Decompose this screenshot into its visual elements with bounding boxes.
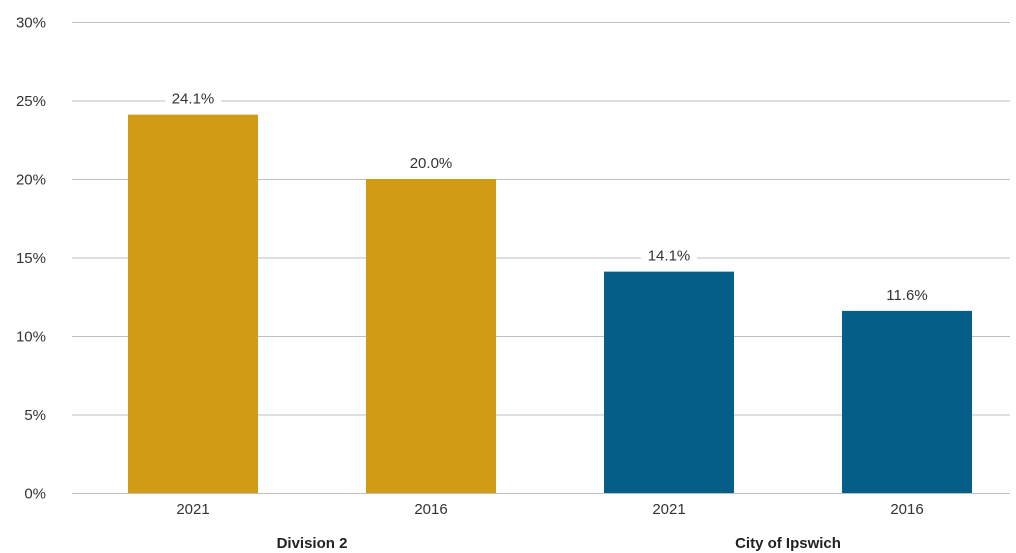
data-labels: 24.1% 20.0% 14.1% 11.6% [165, 88, 935, 305]
x-category-label: 2021 [176, 501, 209, 518]
y-tick-label: 30% [16, 15, 46, 32]
data-label-background [641, 245, 697, 266]
data-label: 20.0% [410, 155, 453, 172]
data-label: 14.1% [648, 248, 691, 265]
bar [366, 179, 496, 493]
y-tick-label: 20% [16, 172, 46, 189]
data-label: 24.1% [172, 91, 215, 108]
data-label-background [403, 153, 459, 173]
x-group-label: City of Ipswich [735, 535, 841, 552]
x-axis-categories: 2021 2016 2021 2016 [176, 501, 923, 518]
x-category-label: 2016 [414, 501, 447, 518]
x-group-label: Division 2 [277, 535, 348, 552]
y-axis-ticks: 0% 5% 10% 15% 20% 25% 30% [16, 15, 46, 503]
y-tick-label: 5% [24, 407, 46, 424]
x-category-label: 2021 [652, 501, 685, 518]
x-axis-groups: Division 2 City of Ipswich [277, 535, 841, 552]
bar [604, 271, 734, 493]
data-label-background [879, 284, 935, 305]
bar [128, 114, 258, 493]
x-category-label: 2016 [890, 501, 923, 518]
bar [842, 310, 972, 493]
data-label: 11.6% [886, 287, 927, 304]
bars [128, 114, 972, 493]
y-tick-label: 0% [24, 486, 46, 503]
y-tick-label: 15% [16, 250, 46, 267]
y-tick-label: 25% [16, 93, 46, 110]
y-tick-label: 10% [16, 329, 46, 346]
data-label-background [165, 88, 221, 109]
